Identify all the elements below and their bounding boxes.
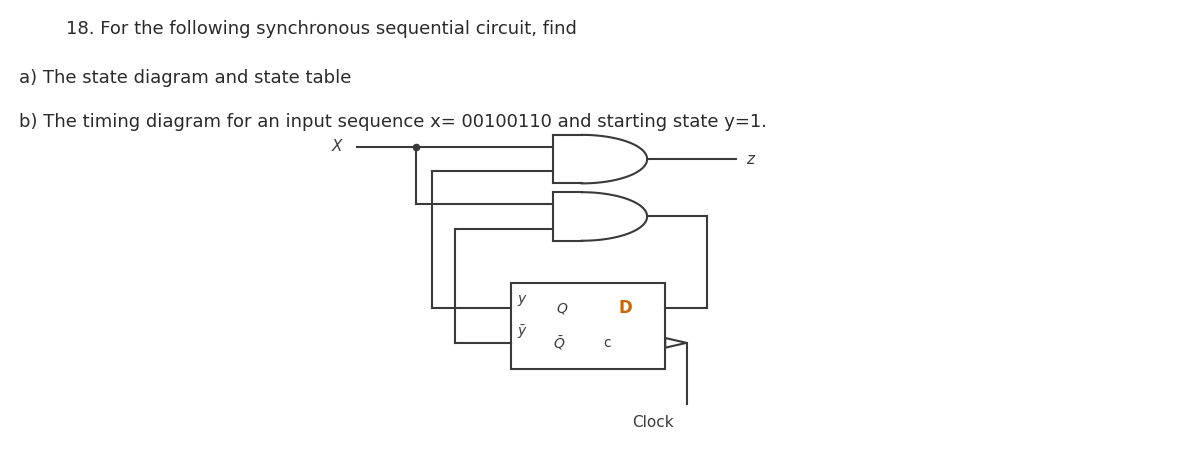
Text: Clock: Clock bbox=[632, 415, 674, 430]
Text: D: D bbox=[619, 299, 632, 318]
Text: b) The timing diagram for an input sequence x= 00100110 and starting state y=1.: b) The timing diagram for an input seque… bbox=[19, 113, 767, 131]
Text: X: X bbox=[332, 140, 343, 155]
Text: a) The state diagram and state table: a) The state diagram and state table bbox=[19, 69, 352, 87]
Text: $\bar{y}$: $\bar{y}$ bbox=[517, 323, 528, 341]
Text: 18. For the following synchronous sequential circuit, find: 18. For the following synchronous sequen… bbox=[66, 20, 577, 38]
Text: y: y bbox=[517, 292, 526, 306]
Text: z: z bbox=[746, 152, 754, 167]
Text: c: c bbox=[604, 336, 611, 350]
Text: Q: Q bbox=[556, 302, 566, 315]
Text: $\bar{Q}$: $\bar{Q}$ bbox=[552, 334, 565, 352]
Bar bbox=[511, 283, 665, 369]
